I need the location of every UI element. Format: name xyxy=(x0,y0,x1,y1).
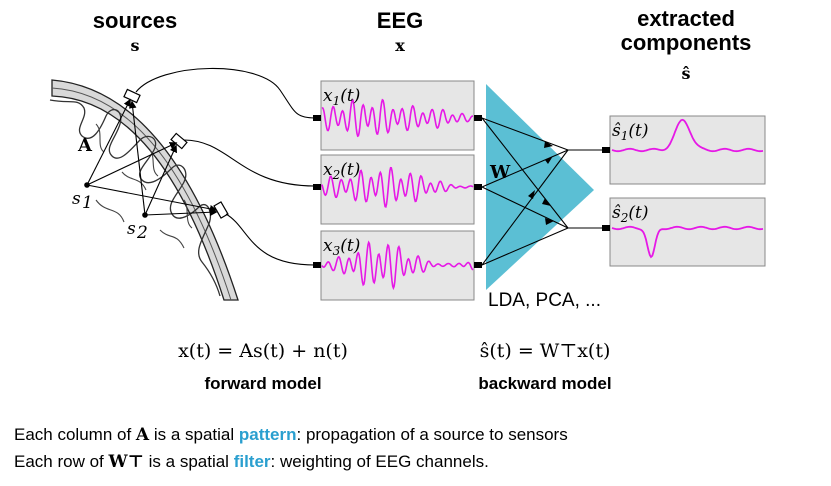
eeg-signal-2 xyxy=(321,166,474,209)
forward-model-label: forward model xyxy=(204,374,321,393)
filter-highlight: filter xyxy=(233,452,271,471)
caption-line-1: Each column of A is a spatial pattern: p… xyxy=(14,425,568,445)
source-1-dot xyxy=(84,182,90,188)
eeg-box-3: x3(t) xyxy=(313,230,482,301)
cortex-inner-folds xyxy=(95,123,193,249)
mixing-matrix-label: A xyxy=(77,135,93,156)
propagation-arrows xyxy=(86,98,218,217)
sensor-3 xyxy=(213,201,229,219)
sensor-wires xyxy=(135,67,316,266)
component-box-1: ŝ1(t) xyxy=(602,115,766,185)
extracted-header-line2: components xyxy=(621,30,752,55)
sensor-1 xyxy=(123,88,141,104)
sensors xyxy=(123,88,229,219)
eeg-box-2: x2(t) xyxy=(313,154,482,225)
network-arrowheads xyxy=(528,141,554,225)
component-box-2: ŝ2(t) xyxy=(602,197,766,267)
svg-text:s: s xyxy=(127,219,136,239)
component-2-label: ŝ2(t) xyxy=(612,203,648,225)
component-signal-2 xyxy=(611,225,764,259)
caption-line-2: Each row of W⊤ is a spatial filter: weig… xyxy=(14,452,489,472)
backward-model-label: backward model xyxy=(478,374,611,393)
component-1-label: ŝ1(t) xyxy=(612,121,648,143)
sources-header: sources xyxy=(93,8,177,33)
source-1-label: s 1 xyxy=(72,189,93,213)
eeg-box-1: x1(t) xyxy=(313,80,482,151)
component-signal-1 xyxy=(611,118,764,153)
eeg-symbol: x xyxy=(395,36,405,55)
forward-equation: x(t) = As(t) + n(t) xyxy=(178,340,348,362)
unmixing-matrix-label: W xyxy=(489,162,511,183)
skull-line xyxy=(51,87,232,301)
eeg-signal-1 xyxy=(321,98,474,138)
svg-text:2: 2 xyxy=(136,223,148,243)
eeg-header: EEG xyxy=(377,8,423,33)
source-2-dot xyxy=(142,212,148,218)
backward-equation: ŝ(t) = W⊤x(t) xyxy=(480,340,611,362)
eeg-channel-1-label: x1(t) xyxy=(323,86,360,108)
eeg-channel-3-label: x3(t) xyxy=(323,236,360,258)
sensor-2 xyxy=(170,132,188,150)
svg-text:s: s xyxy=(72,189,81,209)
svg-text:1: 1 xyxy=(82,193,93,213)
network-edges xyxy=(481,117,604,266)
eeg-signal-3 xyxy=(321,240,474,291)
extracted-symbol: ŝ xyxy=(681,64,690,83)
methods-label: LDA, PCA, ... xyxy=(488,290,601,311)
extracted-header-line1: extracted xyxy=(637,6,735,31)
eeg-channel-2-label: x2(t) xyxy=(323,160,360,182)
source-2-label: s 2 xyxy=(127,219,148,243)
sources-symbol: s xyxy=(130,36,139,55)
pattern-highlight: pattern xyxy=(238,425,297,444)
